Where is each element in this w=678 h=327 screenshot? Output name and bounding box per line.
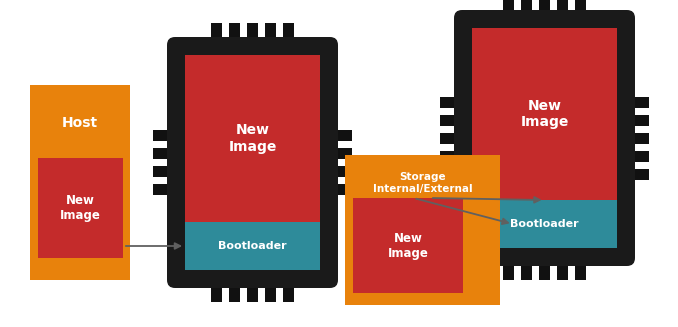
FancyBboxPatch shape [454, 10, 635, 266]
FancyBboxPatch shape [167, 37, 338, 288]
Bar [440, 150, 462, 162]
Bar [185, 55, 320, 222]
Bar [472, 200, 617, 248]
Bar [330, 148, 352, 159]
Text: Storage
Internal/External: Storage Internal/External [373, 172, 473, 194]
Text: Host: Host [62, 116, 98, 130]
Bar [229, 23, 240, 45]
Text: New
Image: New Image [60, 194, 101, 222]
Bar [153, 130, 175, 141]
Text: New
Image: New Image [388, 232, 428, 260]
Bar [539, 0, 550, 18]
Text: Bootloader: Bootloader [510, 219, 579, 229]
Text: New
Image: New Image [520, 99, 569, 129]
Bar [153, 184, 175, 195]
Bar [283, 23, 294, 45]
Bar [521, 258, 532, 280]
Bar [330, 166, 352, 177]
Bar [539, 258, 550, 280]
Bar [330, 130, 352, 141]
Bar [557, 258, 568, 280]
Bar [330, 184, 352, 195]
Bar [503, 258, 514, 280]
Bar [575, 0, 586, 18]
Bar [153, 166, 175, 177]
Bar [345, 155, 500, 305]
Bar [627, 168, 649, 180]
Bar [211, 23, 222, 45]
Bar [503, 0, 514, 18]
Bar [153, 148, 175, 159]
Bar [283, 280, 294, 302]
Bar [557, 0, 568, 18]
Bar [440, 96, 462, 108]
Bar [229, 280, 240, 302]
Text: Bootloader: Bootloader [218, 241, 287, 251]
Bar [627, 132, 649, 144]
Bar [30, 85, 130, 280]
Bar [211, 280, 222, 302]
Bar [38, 158, 123, 258]
Bar [627, 150, 649, 162]
Bar [575, 258, 586, 280]
Bar [353, 198, 463, 293]
Bar [440, 168, 462, 180]
Text: New
Image: New Image [228, 123, 277, 154]
Bar [247, 23, 258, 45]
Bar [265, 280, 276, 302]
Bar [265, 23, 276, 45]
Bar [627, 96, 649, 108]
Bar [185, 222, 320, 270]
Bar [247, 280, 258, 302]
Bar [627, 114, 649, 126]
Bar [440, 132, 462, 144]
Bar [521, 0, 532, 18]
Bar [440, 114, 462, 126]
Bar [472, 28, 617, 200]
